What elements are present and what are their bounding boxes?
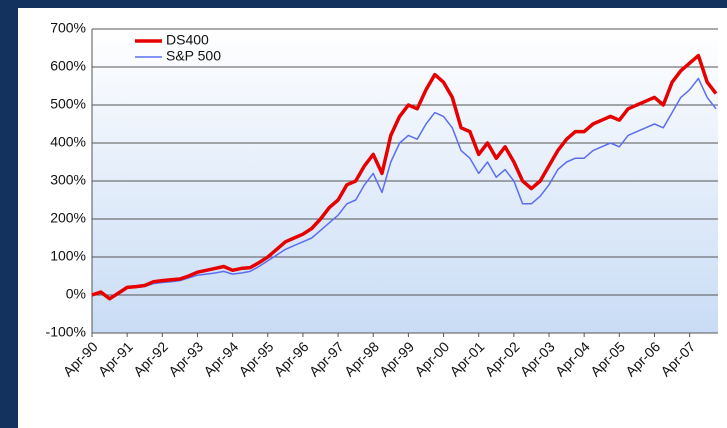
y-tick-label: 500% xyxy=(50,96,86,112)
y-tick-label: 300% xyxy=(50,172,86,188)
frame-left xyxy=(0,0,18,428)
y-tick-label: 0% xyxy=(66,286,86,302)
series-line xyxy=(91,77,717,300)
y-tick-label: 400% xyxy=(50,134,86,150)
frame-top xyxy=(0,0,727,8)
legend-label: DS400 xyxy=(166,32,209,48)
y-tick-label: -100% xyxy=(46,324,86,340)
y-tick-label: 100% xyxy=(50,248,86,264)
series-line xyxy=(91,53,718,301)
y-tick-label: 200% xyxy=(50,210,86,226)
y-tick-label: 600% xyxy=(50,58,86,74)
y-tick-label: 700% xyxy=(50,20,86,36)
legend-label: S&P 500 xyxy=(166,48,221,64)
